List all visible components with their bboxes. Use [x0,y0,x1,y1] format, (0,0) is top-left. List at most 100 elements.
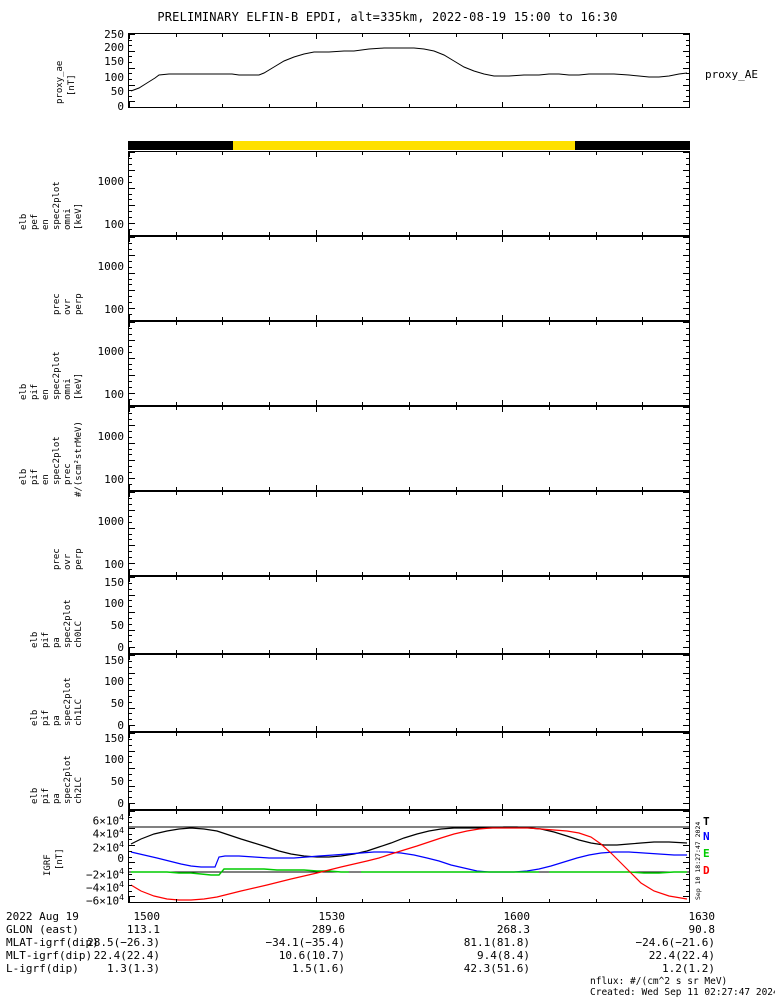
axis-tick-x [362,899,363,902]
axis-tick [686,107,689,108]
axis-tick [129,630,135,631]
axis-tick-x [689,34,690,39]
axis-tick-x [362,317,363,320]
axis-tick-x [129,577,130,582]
status-bar[interactable] [128,141,690,151]
axis-tick [129,756,132,757]
ytick-log-100-p3: 100 [104,303,124,316]
axis-tick [129,229,132,230]
axis-tick [129,466,132,467]
axis-tick-x [549,811,550,814]
axis-tick [129,595,135,596]
axis-tick-x [316,152,317,157]
axis-tick-x [362,232,363,235]
bottom-col-2-l: 42.3(51.6) [463,962,530,975]
panel-elb-pif-pa-ch2lc[interactable] [128,732,690,810]
panel-elb-pef-en-omni[interactable] [128,151,690,236]
axis-tick-x [549,487,550,490]
axis-tick [129,577,135,578]
axis-tick [683,545,689,546]
axis-tick [683,205,689,206]
bottom-col-2-time: 1600 [503,910,531,923]
igrf-plot [129,826,689,901]
axis-tick-x [689,485,690,490]
axis-tick-x [642,572,643,575]
axis-tick-x [409,407,410,410]
axis-tick [129,45,132,46]
panel-elb-pif-en-omni[interactable] [128,321,690,406]
panel-prec-ovr-perp-2[interactable] [128,491,690,576]
axis-tick [686,902,689,903]
bottom-col-1-glon: 289.6 [311,923,345,936]
axis-tick-x [409,577,410,580]
panel-elb-pef-en-omni-label-6: [keV] [74,202,84,230]
axis-tick-x [502,407,503,412]
ytick-log-1000-p5: 1000 [97,430,125,443]
axis-tick-x [549,650,550,653]
axis-tick-x [642,402,643,405]
panel-prec-ovr-perp-2-label-2: ovr [63,553,73,570]
axis-tick-x [456,232,457,235]
axis-tick [129,308,135,309]
axis-tick [686,302,689,303]
ytick-log-100-p5: 100 [104,473,124,486]
panel-elb-pif-pa-ch1lc[interactable] [128,654,690,732]
axis-tick [129,678,132,679]
axis-tick [129,413,132,414]
panel-ch2lc-label-3: pa [52,793,62,804]
axis-tick [683,460,689,461]
axis-tick [686,352,689,353]
axis-tick [686,182,689,183]
axis-tick [129,199,132,200]
axis-tick [686,364,689,365]
axis-tick [683,255,689,256]
axis-tick [129,504,132,505]
axis-tick [129,739,132,740]
proxy-ae-right-label: proxy_AE [705,68,758,81]
axis-tick-x [642,104,643,107]
panel-prec-ovr-perp-1[interactable] [128,236,690,321]
axis-tick-x [129,407,130,412]
axis-tick [129,68,135,69]
axis-tick [683,34,689,35]
footer-nflux: nflux: #/(cm^2 s sr MeV) [590,976,728,987]
axis-tick-x [129,726,130,731]
axis-tick [686,243,689,244]
axis-tick-x [456,650,457,653]
axis-tick-x [642,237,643,240]
bottom-col-2-glon: 268.3 [496,923,530,936]
axis-tick [129,780,132,781]
panel-elb-pif-en-prec[interactable] [128,406,690,491]
axis-tick [129,868,132,869]
axis-tick [686,62,689,63]
axis-tick [129,101,135,102]
axis-tick [129,255,135,256]
axis-tick [683,896,689,897]
axis-tick-x [269,806,270,809]
ytick-150-p9: 150 [104,732,124,745]
axis-tick-x [502,655,503,660]
axis-tick [686,158,689,159]
panel-elb-pif-en-omni-label-6: [keV] [74,372,84,400]
axis-tick-x [409,34,410,37]
bottom-col-1-mlat: −34.1(−35.4) [265,936,345,949]
panel-proxy-ae[interactable] [128,33,690,108]
axis-tick-x [362,402,363,405]
axis-tick [683,170,689,171]
axis-tick-x [596,317,597,320]
axis-tick [683,612,689,613]
panel-elb-pif-pa-ch0lc[interactable] [128,576,690,654]
ytick-0-p8: 0 [117,719,124,732]
axis-tick [686,739,689,740]
axis-tick-x [176,811,177,814]
axis-tick [686,73,689,74]
panel-elb-pif-en-prec-label-2: pif [30,468,40,485]
panel-igrf[interactable] [128,810,690,903]
axis-tick-x [642,34,643,37]
axis-tick [129,387,132,388]
axis-tick-x [689,152,690,157]
axis-tick [129,40,132,41]
axis-tick-x [549,402,550,405]
axis-tick [129,284,132,285]
axis-tick [129,237,135,238]
